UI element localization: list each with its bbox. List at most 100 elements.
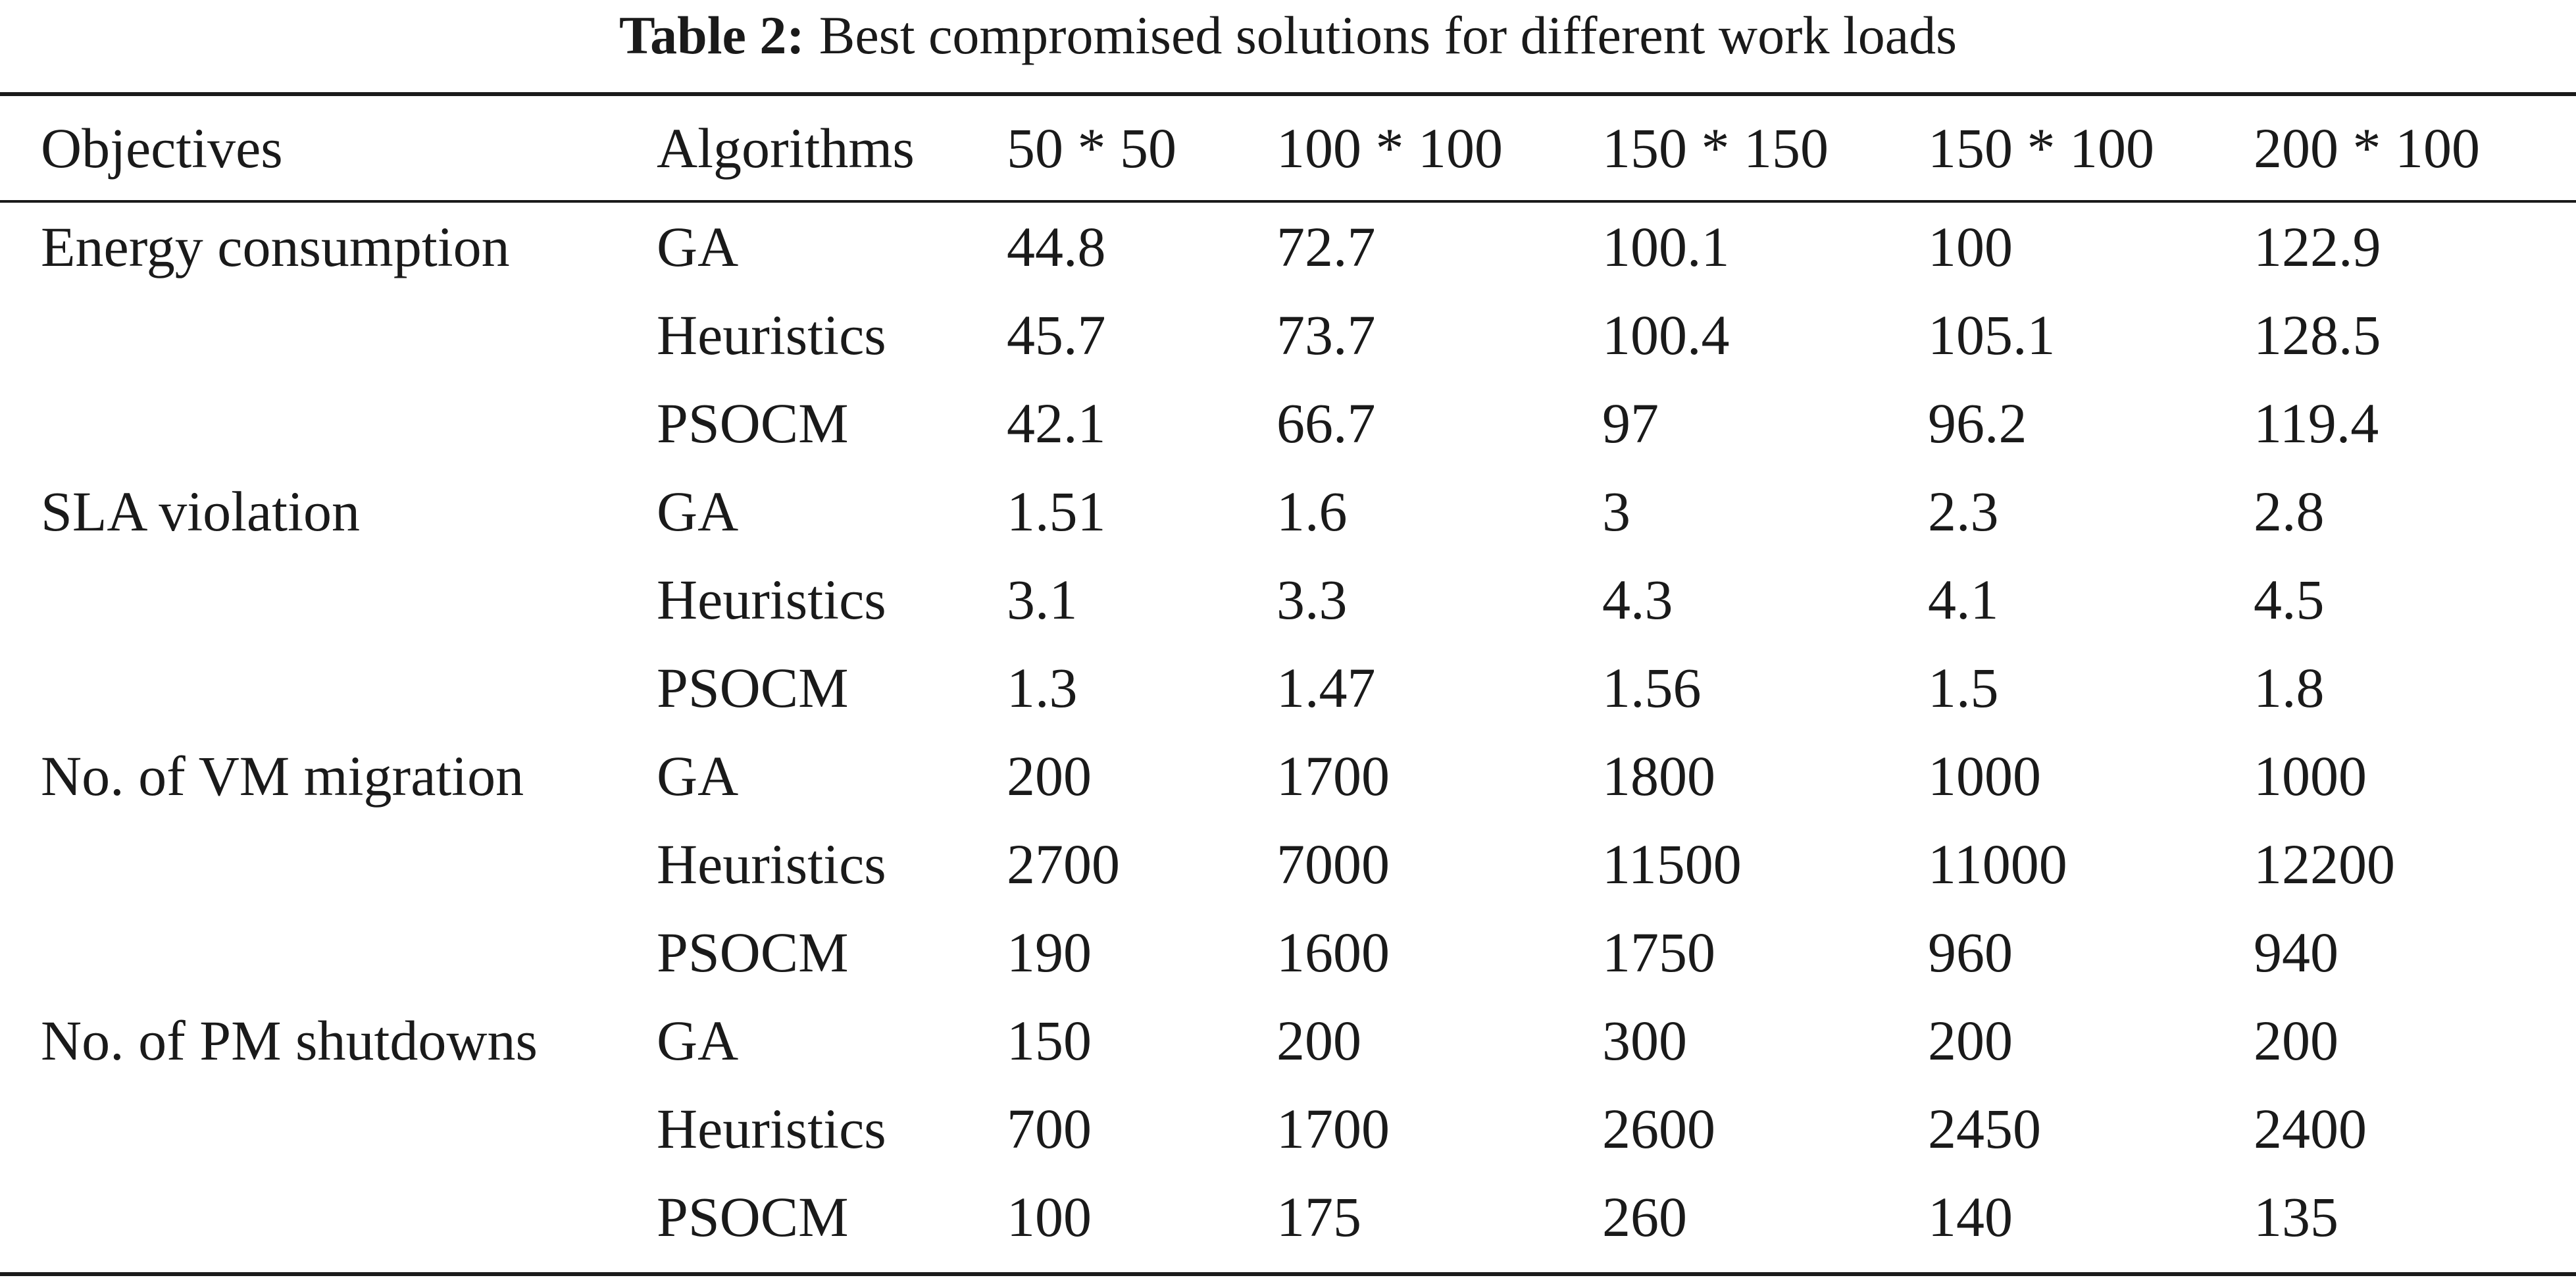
- table-caption-text: Best compromised solutions for different…: [819, 5, 1957, 65]
- cell-value-150x150: 1750: [1602, 921, 1715, 984]
- cell-objective: Energy consumption: [41, 215, 510, 278]
- cell-value-150x100: 200: [1928, 1009, 2013, 1072]
- cell-value-100x100: 3.3: [1276, 568, 1348, 631]
- cell-algorithm: Heuristics: [657, 568, 886, 631]
- table-caption-label: Table 2:: [619, 5, 805, 65]
- cell-value-150x100: 4.1: [1928, 568, 1999, 631]
- header-workload-50x50: 50 * 50: [1007, 116, 1176, 180]
- table-row: SLA violation GA 1.51 1.6 3 2.3 2.8: [0, 467, 2576, 555]
- cell-value-50x50: 100: [1007, 1185, 1092, 1248]
- cell-value-100x100: 7000: [1276, 833, 1390, 896]
- cell-value-150x150: 100.1: [1602, 215, 1730, 278]
- cell-value-100x100: 1700: [1276, 1097, 1390, 1160]
- cell-value-150x100: 1.5: [1928, 656, 1999, 719]
- cell-value-100x100: 72.7: [1276, 215, 1376, 278]
- cell-algorithm: PSOCM: [657, 392, 849, 455]
- cell-value-200x100: 1000: [2254, 744, 2367, 808]
- cell-objective: No. of PM shutdowns: [41, 1009, 538, 1072]
- table-header-rule: [0, 200, 2576, 203]
- cell-value-150x150: 11500: [1602, 833, 1742, 896]
- cell-algorithm: Heuristics: [657, 303, 886, 367]
- cell-value-200x100: 128.5: [2254, 303, 2381, 367]
- cell-value-50x50: 1.3: [1007, 656, 1078, 719]
- cell-objective: SLA violation: [41, 480, 360, 543]
- table-row: Heuristics 700 1700 2600 2450 2400: [0, 1085, 2576, 1173]
- cell-algorithm: GA: [657, 215, 739, 278]
- cell-value-150x100: 11000: [1928, 833, 2067, 896]
- cell-algorithm: GA: [657, 744, 739, 808]
- table-row: No. of VM migration GA 200 1700 1800 1000 1000: [0, 732, 2576, 820]
- cell-value-150x150: 100.4: [1602, 303, 1730, 367]
- cell-value-200x100: 12200: [2254, 833, 2395, 896]
- cell-value-200x100: 122.9: [2254, 215, 2381, 278]
- cell-value-50x50: 1.51: [1007, 480, 1106, 543]
- table-row: Heuristics 2700 7000 11500 11000 12200: [0, 820, 2576, 908]
- header-workload-100x100: 100 * 100: [1276, 116, 1503, 180]
- cell-algorithm: PSOCM: [657, 656, 849, 719]
- cell-algorithm: GA: [657, 1009, 739, 1072]
- cell-value-150x100: 1000: [1928, 744, 2041, 808]
- cell-value-200x100: 2.8: [2254, 480, 2325, 543]
- cell-value-150x150: 1.56: [1602, 656, 1702, 719]
- cell-value-150x150: 260: [1602, 1185, 1687, 1248]
- cell-value-150x100: 105.1: [1928, 303, 2056, 367]
- cell-value-50x50: 42.1: [1007, 392, 1106, 455]
- cell-value-100x100: 1600: [1276, 921, 1390, 984]
- cell-value-100x100: 175: [1276, 1185, 1361, 1248]
- cell-value-100x100: 73.7: [1276, 303, 1376, 367]
- cell-algorithm: Heuristics: [657, 1097, 886, 1160]
- table-caption: Table 2: Best compromised solutions for d…: [0, 3, 2576, 68]
- cell-value-50x50: 2700: [1007, 833, 1120, 896]
- cell-value-100x100: 66.7: [1276, 392, 1376, 455]
- cell-value-150x150: 3: [1602, 480, 1630, 543]
- table-row: PSOCM 100 175 260 140 135: [0, 1173, 2576, 1261]
- cell-value-150x150: 4.3: [1602, 568, 1673, 631]
- table-row: PSOCM 42.1 66.7 97 96.2 119.4: [0, 379, 2576, 467]
- cell-value-50x50: 200: [1007, 744, 1092, 808]
- header-workload-150x150: 150 * 150: [1602, 116, 1829, 180]
- cell-objective: No. of VM migration: [41, 744, 524, 808]
- cell-value-150x150: 2600: [1602, 1097, 1715, 1160]
- table-row: Energy consumption GA 44.8 72.7 100.1 100 122.…: [0, 203, 2576, 291]
- cell-value-200x100: 200: [2254, 1009, 2338, 1072]
- cell-value-150x100: 2.3: [1928, 480, 1999, 543]
- header-workload-200x100: 200 * 100: [2254, 116, 2480, 180]
- cell-value-200x100: 119.4: [2254, 392, 2379, 455]
- cell-value-150x100: 100: [1928, 215, 2013, 278]
- cell-value-200x100: 940: [2254, 921, 2338, 984]
- cell-algorithm: Heuristics: [657, 833, 886, 896]
- cell-value-100x100: 200: [1276, 1009, 1361, 1072]
- cell-value-200x100: 2400: [2254, 1097, 2367, 1160]
- cell-value-150x150: 97: [1602, 392, 1659, 455]
- header-workload-150x100: 150 * 100: [1928, 116, 2154, 180]
- table-row: No. of PM shutdowns GA 150 200 300 200 200: [0, 996, 2576, 1085]
- table-top-rule: [0, 92, 2576, 96]
- cell-value-50x50: 700: [1007, 1097, 1092, 1160]
- cell-value-100x100: 1700: [1276, 744, 1390, 808]
- cell-value-50x50: 190: [1007, 921, 1092, 984]
- cell-value-100x100: 1.47: [1276, 656, 1376, 719]
- cell-algorithm: PSOCM: [657, 1185, 849, 1248]
- cell-algorithm: PSOCM: [657, 921, 849, 984]
- cell-value-150x100: 960: [1928, 921, 2013, 984]
- table-header-row: Objectives Algorithms 50 * 50 100 * 100 …: [0, 96, 2576, 200]
- cell-value-200x100: 4.5: [2254, 568, 2325, 631]
- cell-value-200x100: 1.8: [2254, 656, 2325, 719]
- header-objectives: Objectives: [41, 116, 283, 180]
- cell-algorithm: GA: [657, 480, 739, 543]
- cell-value-50x50: 150: [1007, 1009, 1092, 1072]
- cell-value-150x150: 1800: [1602, 744, 1715, 808]
- cell-value-50x50: 45.7: [1007, 303, 1106, 367]
- table-body: Energy consumption GA 44.8 72.7 100.1 100 122.…: [0, 203, 2576, 1261]
- table-row: Heuristics 45.7 73.7 100.4 105.1 128.5: [0, 291, 2576, 379]
- header-algorithms: Algorithms: [657, 116, 915, 180]
- table-row: PSOCM 1.3 1.47 1.56 1.5 1.8: [0, 644, 2576, 732]
- cell-value-150x100: 2450: [1928, 1097, 2041, 1160]
- table-row: Heuristics 3.1 3.3 4.3 4.1 4.5: [0, 555, 2576, 644]
- cell-value-50x50: 44.8: [1007, 215, 1106, 278]
- cell-value-150x100: 96.2: [1928, 392, 2027, 455]
- cell-value-150x150: 300: [1602, 1009, 1687, 1072]
- table-bottom-rule: [0, 1272, 2576, 1276]
- cell-value-50x50: 3.1: [1007, 568, 1078, 631]
- cell-value-100x100: 1.6: [1276, 480, 1348, 543]
